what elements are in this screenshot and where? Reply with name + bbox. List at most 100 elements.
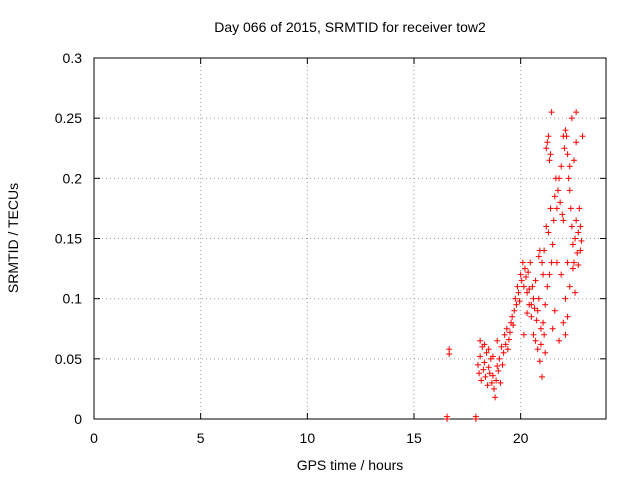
data-point <box>573 109 580 116</box>
data-point <box>477 337 484 344</box>
data-point <box>481 359 488 366</box>
data-point <box>519 259 526 266</box>
x-tick-label: 5 <box>197 430 205 446</box>
chart-title: Day 066 of 2015, SRMTID for receiver tow… <box>214 19 486 35</box>
data-point <box>472 413 479 420</box>
data-point <box>575 229 582 236</box>
data-point <box>500 349 507 356</box>
data-point <box>564 313 571 320</box>
data-point <box>549 241 556 248</box>
data-point <box>540 271 547 278</box>
data-point <box>577 247 584 254</box>
data-point <box>528 301 535 308</box>
x-tick-label: 10 <box>300 430 316 446</box>
data-point <box>539 259 545 266</box>
data-point <box>549 325 556 332</box>
data-point <box>547 205 554 212</box>
data-point <box>476 370 483 377</box>
data-point <box>548 259 555 266</box>
data-point <box>556 175 563 182</box>
data-point <box>482 373 489 380</box>
data-point <box>531 305 538 312</box>
data-point <box>546 157 553 164</box>
data-point <box>536 358 543 365</box>
data-point <box>446 351 453 358</box>
data-point <box>494 337 501 344</box>
data-point <box>562 127 569 134</box>
data-point <box>565 175 572 182</box>
data-point <box>568 223 575 230</box>
data-point <box>557 199 564 206</box>
data-point <box>498 343 505 350</box>
y-axis-label: SRMTID / TECUs <box>5 183 21 293</box>
data-point <box>533 317 540 324</box>
data-point <box>530 295 537 302</box>
data-point <box>530 331 537 338</box>
data-point <box>517 271 524 278</box>
data-point <box>572 289 579 296</box>
data-point <box>512 295 519 302</box>
data-point <box>562 295 569 302</box>
data-point <box>562 331 569 338</box>
axis-ticks <box>93 57 606 420</box>
data-point <box>497 379 504 386</box>
data-point <box>502 341 509 348</box>
data-point <box>505 336 512 343</box>
data-point <box>537 325 544 332</box>
data-point <box>541 331 548 338</box>
data-point <box>537 341 544 348</box>
data-point <box>558 163 565 170</box>
data-point <box>545 133 552 140</box>
data-point <box>514 283 521 290</box>
data-point <box>543 145 550 152</box>
data-point <box>494 363 501 370</box>
x-axis-label: GPS time / hours <box>297 457 404 473</box>
data-point <box>507 329 513 336</box>
data-point <box>567 205 574 212</box>
data-point <box>561 145 568 152</box>
data-point <box>535 295 542 302</box>
y-tick-label: 0.2 <box>63 170 83 186</box>
data-point <box>534 307 541 314</box>
y-tick-label: 0.15 <box>55 231 82 247</box>
data-point <box>566 283 573 290</box>
data-point <box>542 301 549 308</box>
data-point <box>493 377 500 384</box>
data-point <box>551 307 558 314</box>
data-point <box>481 341 488 348</box>
data-point <box>510 322 517 329</box>
data-point <box>478 377 485 384</box>
data-point <box>495 367 502 374</box>
data-point <box>553 259 560 266</box>
data-point <box>564 151 571 158</box>
data-point <box>574 249 581 256</box>
data-point <box>534 346 541 353</box>
data-point <box>568 115 575 122</box>
x-tick-labels: 0 5 10 15 20 <box>90 430 529 446</box>
data-point <box>564 259 571 266</box>
data-point <box>477 353 484 360</box>
data-point <box>551 193 558 200</box>
x-tick-label: 0 <box>90 430 98 446</box>
data-point <box>509 313 516 320</box>
data-point <box>496 355 503 362</box>
data-point <box>579 133 586 140</box>
data-points <box>444 109 586 422</box>
data-point <box>566 187 573 194</box>
data-point <box>480 366 487 373</box>
data-point <box>542 349 549 356</box>
data-point <box>546 271 553 278</box>
data-point <box>475 361 481 368</box>
data-point <box>558 271 565 278</box>
data-point <box>573 217 580 224</box>
data-point <box>484 382 491 389</box>
data-point <box>532 337 539 344</box>
data-point <box>511 307 518 314</box>
data-point <box>501 331 508 338</box>
data-point <box>559 211 566 218</box>
data-point <box>540 319 547 326</box>
data-point <box>486 370 493 377</box>
data-point <box>518 277 525 284</box>
data-point <box>575 261 582 268</box>
data-point <box>545 229 552 236</box>
